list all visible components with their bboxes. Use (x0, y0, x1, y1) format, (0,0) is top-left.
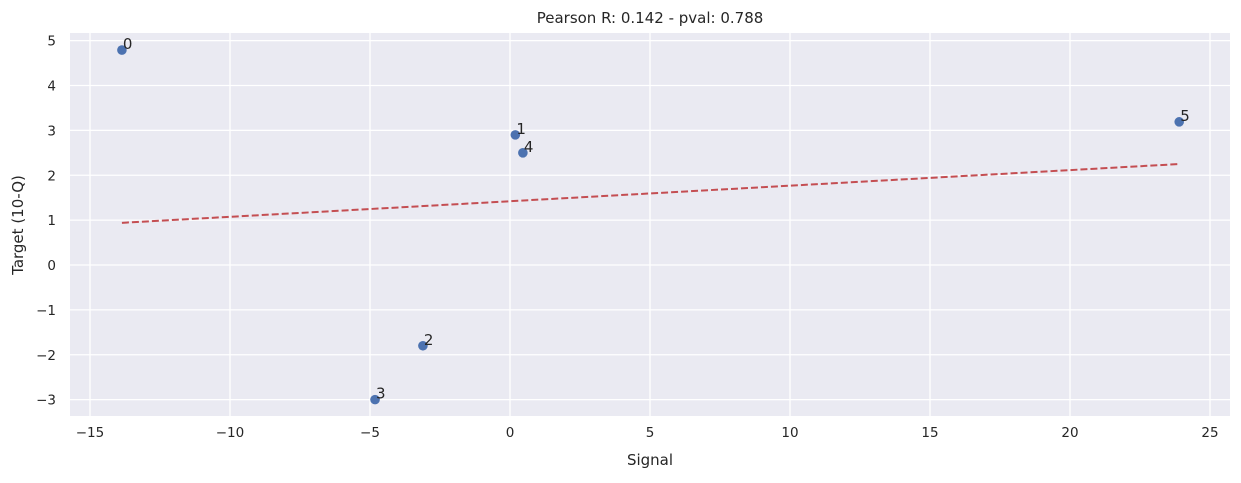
y-tick-label: 3 (47, 123, 56, 139)
y-tick-label: −2 (36, 348, 56, 364)
x-tick-label: −10 (216, 425, 245, 441)
y-tick-label: 0 (47, 258, 56, 274)
chart-title: Pearson R: 0.142 - pval: 0.788 (537, 9, 764, 27)
x-tick-label: 25 (1201, 425, 1218, 441)
y-tick-label: −3 (36, 393, 56, 409)
x-tick-labels: −15 −10 −5 0 5 10 15 20 25 (76, 425, 1219, 441)
point-label: 5 (1180, 107, 1190, 125)
point-label: 0 (123, 35, 133, 53)
y-axis-label: Target (10-Q) (9, 175, 27, 276)
points: 0 1 2 3 4 5 (117, 35, 1190, 405)
x-tick-label: −5 (360, 425, 380, 441)
y-tick-label: −1 (36, 303, 56, 319)
data-point (510, 130, 521, 140)
data-point (370, 394, 380, 405)
x-tick-label: 20 (1061, 425, 1078, 441)
x-tick-label: 5 (646, 425, 655, 441)
y-tick-labels: −3 −2 −1 0 1 2 3 4 5 (36, 34, 56, 409)
x-tick-label: 0 (506, 425, 515, 441)
y-tick-label: 5 (47, 34, 56, 50)
fit-line-group (121, 163, 1180, 224)
y-tick-label: 2 (47, 168, 56, 184)
y-tick-label: 4 (47, 79, 56, 95)
data-point (418, 340, 428, 351)
point-label: 3 (376, 385, 386, 403)
grid (70, 33, 1230, 416)
x-tick-label: 10 (781, 425, 798, 441)
point-label: 2 (424, 331, 434, 349)
data-point (117, 45, 127, 55)
y-tick-label: 1 (47, 213, 56, 229)
x-tick-label: 15 (921, 425, 938, 441)
point-label: 4 (524, 138, 534, 156)
data-point (1174, 117, 1184, 127)
fit-line (121, 163, 1180, 224)
x-axis-label: Signal (627, 451, 673, 469)
data-point (518, 148, 528, 158)
point-label: 1 (516, 120, 526, 138)
x-tick-label: −15 (76, 425, 105, 441)
